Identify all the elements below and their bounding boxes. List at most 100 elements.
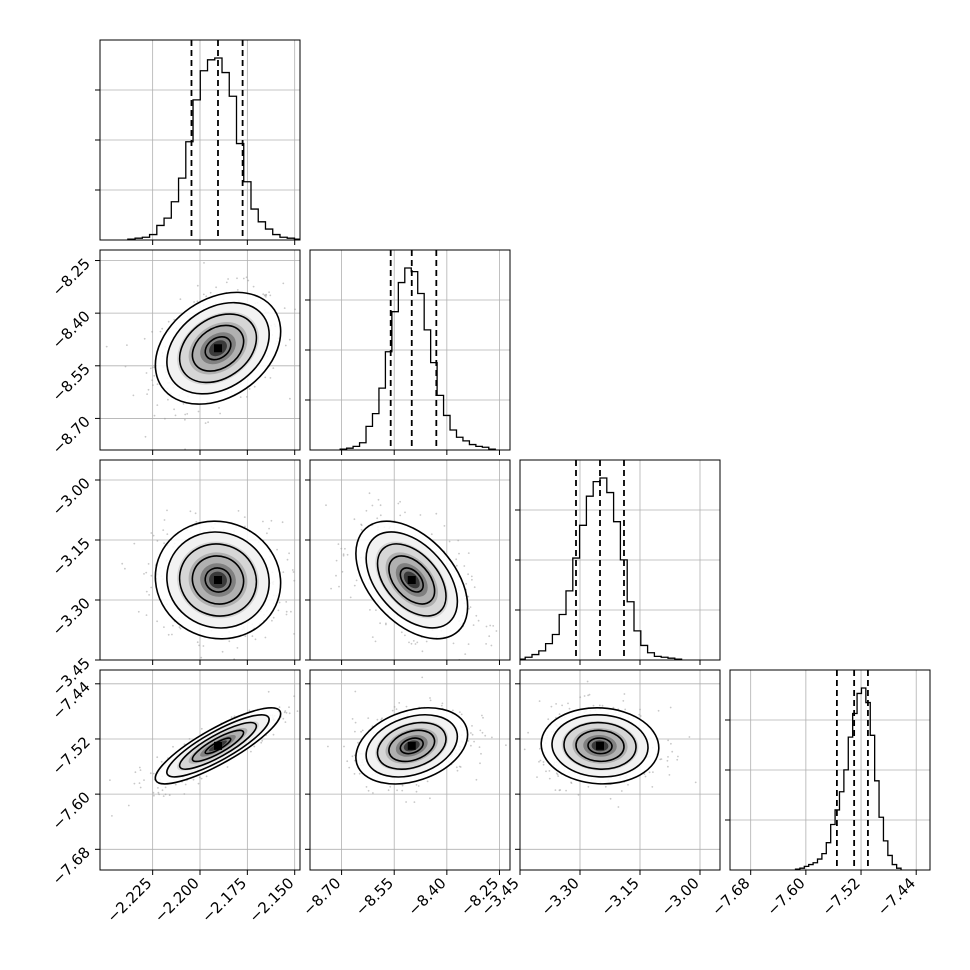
sample-point xyxy=(377,498,380,501)
sample-point xyxy=(150,532,153,534)
sample-point xyxy=(472,624,475,626)
y-tick-label: −8.40 xyxy=(49,307,94,352)
sample-point xyxy=(360,730,362,733)
sample-point xyxy=(565,789,567,792)
contour-level-1 xyxy=(166,301,270,395)
sample-point xyxy=(325,504,327,507)
density-peak xyxy=(407,576,416,584)
sample-point xyxy=(426,780,429,783)
sample-point xyxy=(209,291,212,294)
sample-point xyxy=(652,771,654,773)
sample-point xyxy=(467,740,470,742)
sample-point xyxy=(401,789,404,792)
sample-point xyxy=(545,770,547,773)
sample-point xyxy=(145,372,148,374)
panel-frame xyxy=(729,669,931,871)
y-tick-label: −3.30 xyxy=(49,594,94,639)
sample-point xyxy=(149,772,152,775)
sample-point xyxy=(159,330,162,333)
sample-point xyxy=(132,394,135,397)
contour-level-4 xyxy=(204,737,232,755)
sample-point xyxy=(415,790,418,793)
x-tick-label: −3.30 xyxy=(538,874,583,919)
sample-point xyxy=(318,560,320,562)
sample-point xyxy=(379,514,382,517)
contour-level-2 xyxy=(178,313,258,384)
sample-point xyxy=(387,789,390,792)
sample-point xyxy=(348,766,351,769)
sample-point xyxy=(192,778,195,781)
sample-point xyxy=(160,760,163,763)
sample-point xyxy=(243,516,246,518)
sample-point xyxy=(587,694,589,697)
sample-point xyxy=(391,709,394,712)
sample-point xyxy=(178,626,181,629)
sample-point xyxy=(301,702,303,704)
contour-level-0 xyxy=(540,707,660,785)
sample-point xyxy=(381,717,383,720)
sample-point xyxy=(205,295,208,298)
sample-point xyxy=(156,540,159,542)
sample-point xyxy=(485,625,488,628)
sample-point xyxy=(375,609,377,611)
sample-point xyxy=(354,730,356,733)
sample-point xyxy=(666,759,669,762)
sample-point xyxy=(609,797,612,800)
sample-point xyxy=(638,713,641,716)
sample-point xyxy=(262,293,265,296)
sample-point xyxy=(548,777,551,780)
sample-point xyxy=(399,500,401,503)
sample-point xyxy=(353,518,356,521)
sample-point xyxy=(204,422,207,424)
sample-point xyxy=(133,782,136,785)
sample-point xyxy=(419,514,422,516)
sample-point xyxy=(277,609,280,612)
sample-point xyxy=(360,523,362,526)
sample-point xyxy=(554,789,557,791)
sample-point xyxy=(149,367,152,370)
contour-level-2 xyxy=(376,543,447,617)
sample-point xyxy=(244,525,246,528)
sample-point xyxy=(481,731,484,734)
y-tick-label: −8.55 xyxy=(49,360,94,405)
contour-level-4 xyxy=(204,336,232,361)
sample-point xyxy=(421,650,424,653)
sample-point xyxy=(276,548,278,551)
panel-frame xyxy=(99,39,301,241)
sample-point xyxy=(219,412,222,415)
sample-point xyxy=(335,559,338,562)
sample-point xyxy=(400,631,403,634)
sample-point xyxy=(671,750,674,753)
sample-point xyxy=(598,704,601,707)
sample-point xyxy=(513,759,515,761)
panel-frame xyxy=(309,459,511,661)
sample-point xyxy=(357,741,359,744)
x-tick-label: −7.68 xyxy=(708,874,753,919)
sample-point xyxy=(604,785,607,788)
panel-3-3: −7.68 −7.60 −7.52 −7.44 xyxy=(708,669,931,919)
sample-point xyxy=(236,277,238,280)
sample-point xyxy=(517,764,519,766)
sample-point xyxy=(489,624,492,627)
sample-point xyxy=(162,529,165,531)
sample-point xyxy=(367,717,370,719)
sample-point xyxy=(338,585,340,588)
x-tick-label: −3.15 xyxy=(598,874,643,919)
sample-point xyxy=(340,547,343,550)
sample-point xyxy=(429,797,431,800)
sample-point xyxy=(203,262,205,264)
sample-point xyxy=(124,365,127,368)
sample-point xyxy=(272,616,275,619)
sample-point xyxy=(138,782,141,784)
sample-point xyxy=(285,711,288,714)
contour-level-0 xyxy=(355,520,469,640)
sample-point xyxy=(379,504,382,507)
sample-point xyxy=(341,570,344,573)
sample-point xyxy=(385,622,387,625)
sample-point xyxy=(667,739,669,742)
x-tick-label: −7.52 xyxy=(819,874,864,919)
density-peak xyxy=(596,741,604,750)
sample-point xyxy=(200,777,203,780)
sample-point xyxy=(429,699,432,702)
sample-point xyxy=(281,521,284,524)
